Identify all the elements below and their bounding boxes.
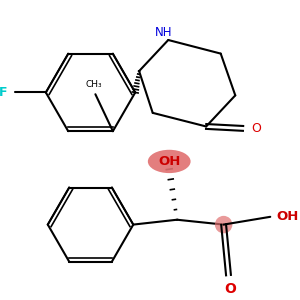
Ellipse shape bbox=[148, 150, 190, 173]
Text: CH₃: CH₃ bbox=[85, 80, 102, 89]
Text: O: O bbox=[224, 282, 236, 296]
Text: NH: NH bbox=[154, 26, 172, 39]
Text: O: O bbox=[251, 122, 261, 135]
Ellipse shape bbox=[215, 216, 232, 233]
Text: OH: OH bbox=[158, 155, 180, 168]
Text: F: F bbox=[0, 86, 7, 99]
Text: OH: OH bbox=[277, 210, 299, 223]
